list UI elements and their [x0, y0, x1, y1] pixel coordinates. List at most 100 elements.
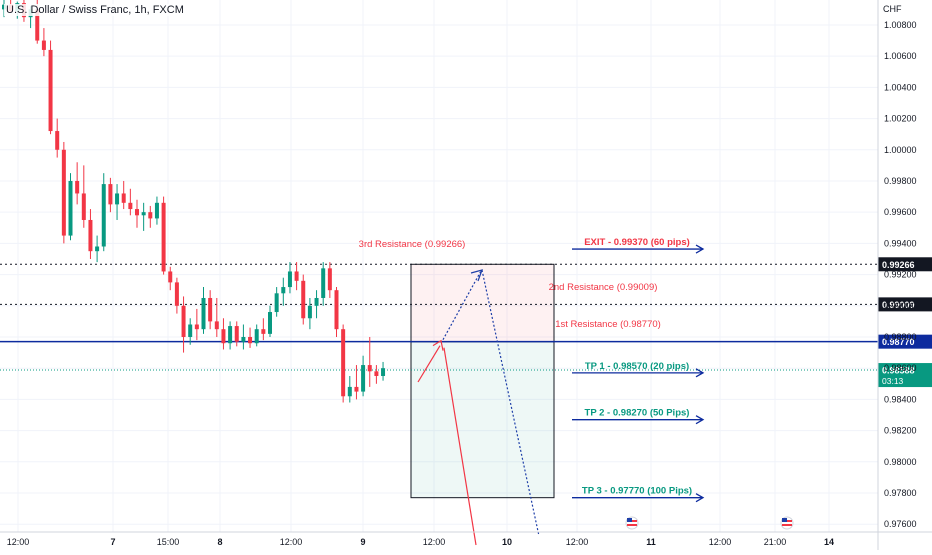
candle-body: [55, 131, 60, 150]
candle-body: [301, 280, 306, 319]
candle-body: [181, 305, 186, 337]
us-flag-icon: [625, 516, 639, 530]
candle-body: [294, 271, 299, 281]
x-tick-label: 12:00: [709, 537, 732, 547]
candle-body: [41, 40, 46, 50]
current-price-tag: 0.98588: [882, 366, 915, 376]
candle-body: [48, 49, 53, 132]
candle-body: [241, 336, 246, 342]
x-tick-label: 12:00: [7, 537, 30, 547]
candle-body: [321, 268, 326, 298]
y-tick-label: 0.99800: [884, 176, 917, 186]
candle-body: [287, 271, 292, 288]
x-tick-label: 7: [110, 537, 115, 547]
candle-body: [148, 212, 153, 219]
x-tick-label: 10: [502, 537, 512, 547]
target-label: TP 3 - 0.97770 (100 Pips): [582, 486, 692, 497]
candle-body: [327, 268, 332, 291]
y-tick-label: 0.98400: [884, 394, 917, 404]
candle-body: [307, 305, 312, 319]
candle-body: [101, 184, 106, 247]
candle-body: [254, 329, 259, 344]
y-tick-label: 0.97600: [884, 519, 917, 529]
reward-zone: [410, 341, 555, 499]
candle-body: [135, 209, 139, 216]
y-tick-label: 1.00000: [884, 145, 917, 155]
price-tag-bg: [878, 297, 932, 312]
x-tick-label: 12:00: [280, 537, 303, 547]
candle-body: [381, 368, 386, 376]
us-flag-icon: [780, 516, 794, 530]
x-tick-label: 11: [646, 537, 656, 547]
target-label: TP 1 - 0.98570 (20 pips): [585, 361, 689, 372]
candle-body: [108, 184, 113, 205]
entry-arrow-head: [432, 339, 444, 351]
price-tag: 0.99266: [882, 260, 915, 270]
y-tick-label: 0.98600: [884, 363, 917, 373]
candle-body: [268, 312, 272, 334]
flag-stripe: [782, 524, 792, 526]
candle-body: [128, 202, 133, 210]
candle-body: [248, 336, 253, 344]
candle-body: [367, 365, 372, 372]
flag-canton: [627, 518, 632, 522]
candle-body: [35, 9, 40, 41]
candle-body: [88, 219, 93, 252]
y-tick-label: 1.00400: [884, 82, 917, 92]
target-arrow-head: [695, 415, 705, 425]
y-tick-label: 1.00200: [884, 114, 917, 124]
resistance-label: 1st Resistance (0.98770): [555, 319, 661, 330]
target-arrow-head: [695, 244, 705, 254]
candle-body: [334, 290, 339, 330]
down-projection-line: [443, 347, 477, 546]
candle-body: [68, 180, 73, 236]
candle-body: [61, 149, 66, 236]
candle-body: [341, 329, 346, 397]
candle-body: [314, 297, 319, 306]
candle-body: [361, 365, 366, 392]
currency-label: CHF: [883, 4, 902, 14]
candle-body: [234, 326, 239, 342]
price-tag: 0.99009: [882, 300, 915, 310]
x-tick-label: 8: [217, 537, 222, 547]
y-tick-label: 0.99400: [884, 238, 917, 248]
candle-body: [188, 324, 193, 337]
y-tick-label: 1.00600: [884, 51, 917, 61]
candle-body: [121, 193, 126, 203]
x-tick-label: 9: [360, 537, 365, 547]
chart-title: U.S. Dollar / Swiss Franc, 1h, FXCM: [4, 4, 186, 16]
y-tick-label: 0.98800: [884, 332, 917, 342]
candle-body: [115, 193, 120, 205]
candle-body: [228, 326, 233, 344]
candle-body: [354, 386, 359, 392]
candle-body: [141, 212, 146, 216]
candle-body: [221, 329, 226, 344]
x-tick-label: 14: [824, 537, 834, 547]
price-tag: 0.98770: [882, 337, 915, 347]
candle-body: [168, 271, 173, 283]
target-label: EXIT - 0.99370 (60 pips): [584, 237, 690, 248]
candle-body: [208, 297, 213, 322]
resistance-label: 2nd Resistance (0.99009): [549, 282, 658, 293]
target-label: TP 2 - 0.98270 (50 Pips): [585, 408, 690, 419]
y-tick-label: 1.00800: [884, 20, 917, 30]
candle-body: [274, 293, 279, 313]
candle-body: [214, 321, 219, 330]
x-tick-label: 15:00: [157, 537, 180, 547]
flag-canton: [782, 518, 787, 522]
up-projection-line: [442, 270, 482, 340]
y-tick-label: 0.99600: [884, 207, 917, 217]
y-tick-label: 0.98000: [884, 457, 917, 467]
candle-body: [261, 329, 266, 334]
countdown-label: 03:13: [882, 376, 904, 386]
risk-zone: [410, 263, 555, 343]
target-arrow-head: [695, 493, 705, 503]
y-tick-label: 0.99000: [884, 301, 917, 311]
x-tick-label: 21:00: [764, 537, 787, 547]
current-price-tag-bg: [878, 363, 932, 388]
candle-body: [281, 287, 286, 294]
x-tick-label: 12:00: [423, 537, 446, 547]
candle-body: [194, 324, 199, 330]
